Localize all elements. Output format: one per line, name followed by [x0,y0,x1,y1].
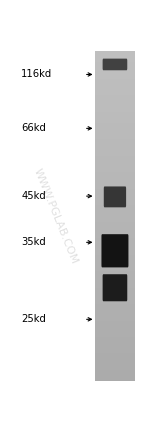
Bar [95,359,135,365]
Bar [95,321,135,326]
Text: 66kd: 66kd [21,123,46,134]
Bar [95,288,135,293]
Bar [95,222,135,227]
Bar [95,73,135,79]
Bar [95,227,135,233]
Text: 116kd: 116kd [21,69,52,80]
Bar [95,95,135,101]
Bar [95,211,135,216]
Bar [95,112,135,117]
Bar [95,161,135,167]
Bar [95,84,135,90]
Bar [95,199,135,205]
Bar [95,337,135,342]
Bar [95,309,135,315]
Bar [95,216,135,222]
Text: WWW.PGLAB.COM: WWW.PGLAB.COM [32,167,80,265]
Bar [95,255,135,260]
Bar [95,375,135,381]
Bar [95,249,135,255]
Bar [95,194,135,199]
Bar [95,101,135,106]
Bar [95,117,135,123]
Bar [95,79,135,84]
Text: 45kd: 45kd [21,191,46,201]
Bar [95,145,135,150]
Bar [95,238,135,244]
Bar [95,342,135,348]
Bar [95,139,135,145]
Bar [95,233,135,238]
Bar [95,265,135,271]
Bar [95,271,135,276]
Bar [95,150,135,156]
Bar [95,167,135,172]
Bar [95,365,135,370]
Bar [95,348,135,354]
Bar [95,354,135,359]
Bar [95,326,135,332]
Text: 25kd: 25kd [21,314,46,324]
Bar [95,106,135,112]
FancyBboxPatch shape [104,187,126,207]
Bar [95,304,135,309]
Bar [95,90,135,95]
FancyBboxPatch shape [101,234,128,268]
Bar [95,123,135,128]
Bar [95,68,135,73]
Bar [95,260,135,265]
Bar [95,189,135,194]
Bar [95,172,135,178]
FancyBboxPatch shape [103,59,127,70]
Bar [95,370,135,375]
Bar [95,244,135,249]
Bar [95,205,135,211]
FancyBboxPatch shape [103,274,127,301]
Bar [95,51,135,57]
Bar [95,331,135,337]
Bar [95,156,135,161]
Bar [95,293,135,299]
Text: 35kd: 35kd [21,237,46,247]
Bar [95,128,135,134]
Bar [95,57,135,62]
Bar [95,299,135,304]
Bar [95,178,135,183]
Bar [95,62,135,68]
Bar [95,315,135,321]
Bar [95,276,135,282]
Bar [95,282,135,288]
Bar [95,183,135,189]
Bar [95,134,135,139]
